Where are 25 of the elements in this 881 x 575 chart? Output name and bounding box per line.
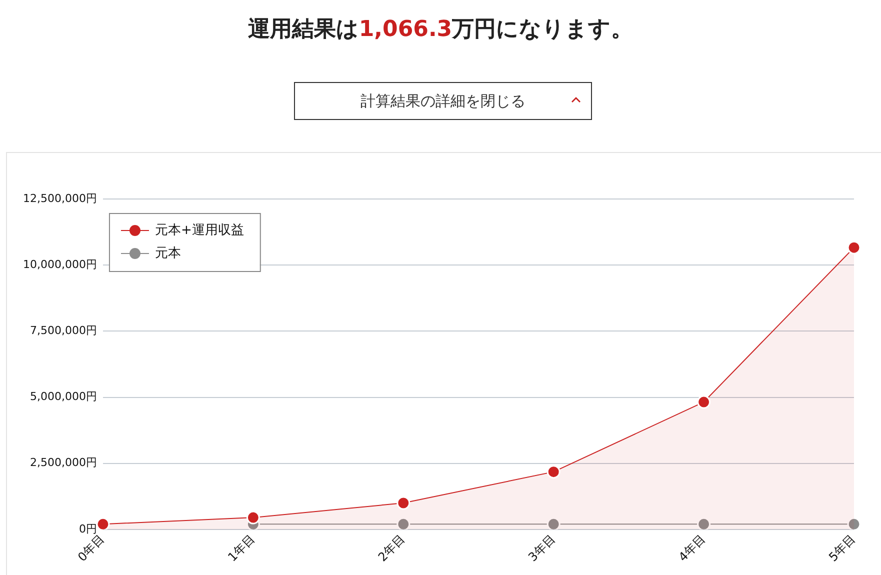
y-tick-label: 0円 [78, 522, 97, 536]
legend-label: 元本 [154, 246, 181, 261]
x-tick-label: 1年目 [225, 532, 258, 564]
point [697, 517, 711, 530]
x-tick-label: 5年目 [826, 532, 858, 564]
point [847, 240, 861, 254]
point [697, 395, 711, 409]
point [396, 517, 410, 530]
point [246, 510, 260, 524]
point [546, 517, 560, 530]
point [396, 496, 410, 510]
x-tick-label: 4年目 [676, 532, 708, 564]
text: 計算結果の詳細を閉じる [360, 92, 526, 110]
y-tick-label: 10,000,000円 [22, 258, 97, 271]
legend-label: 元本+運用収益 [154, 222, 244, 238]
point [847, 517, 861, 530]
y-tick-label: 12,500,000円 [22, 192, 97, 205]
point [96, 517, 110, 530]
y-tick-label: 5,000,000円 [30, 390, 97, 404]
x-tick-label: 3年目 [526, 532, 558, 564]
y-tick-label: 2,500,000円 [30, 456, 97, 470]
chart-title: 運用結果は1,066.3万円になります。 [248, 17, 634, 42]
y-tick-label: 7,500,000円 [30, 324, 97, 338]
point [546, 465, 560, 479]
x-tick-label: 2年目 [375, 532, 408, 564]
